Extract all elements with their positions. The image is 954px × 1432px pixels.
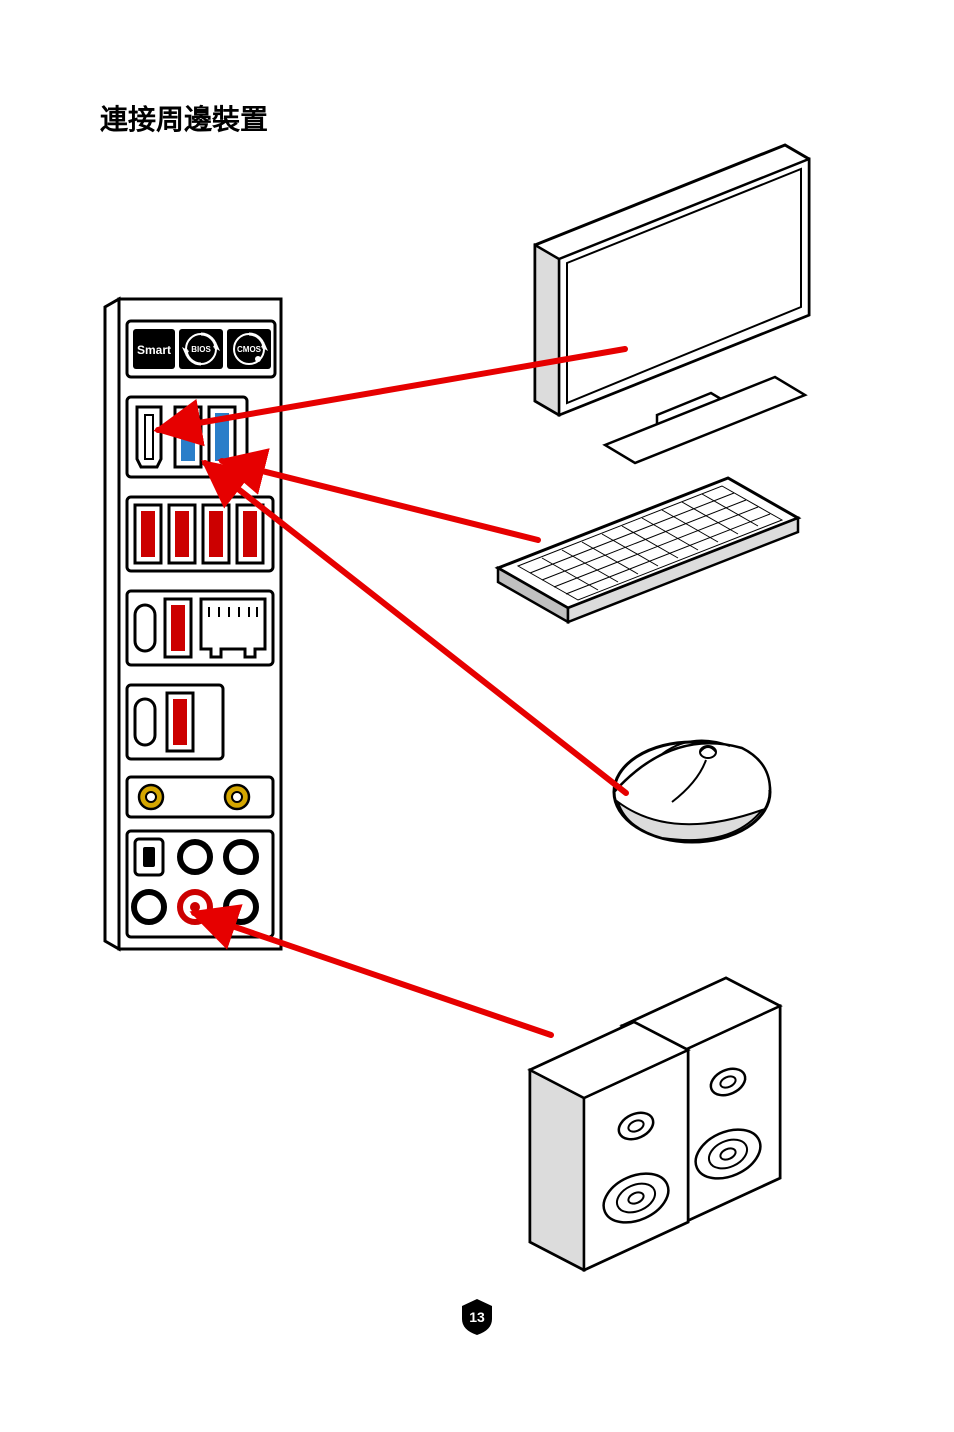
usb-a-red-1-icon [135,505,161,563]
sma-coax-2-icon [225,785,249,809]
hdmi-port-icon [137,407,161,467]
usb-a-red-4-icon [237,505,263,563]
audio-jack-3-icon [134,892,164,922]
diagram-canvas: Smart BIOS CMOS [0,0,954,1432]
lan-port-icon [201,599,265,657]
audio-jack-5-icon [226,892,256,922]
io-backpanel: Smart BIOS CMOS [105,299,281,949]
usb-c-2-icon [135,699,155,745]
keyboard-icon [498,478,798,622]
section-antenna [127,777,273,817]
usb-a-red-5-icon [165,599,191,657]
usb-a-red-2-icon [169,505,195,563]
smart-button-icon: Smart [133,329,175,369]
cmos-button-label: CMOS [237,345,262,354]
mouse-icon [614,741,770,842]
page-number: 13 [460,1298,494,1336]
usb-a-blue-1-icon [175,407,201,467]
usb-a-red-3-icon [203,505,229,563]
usb-c-1-icon [135,605,155,651]
audio-jack-1-icon [180,842,210,872]
sma-coax-1-icon [139,785,163,809]
audio-jack-2-icon [226,842,256,872]
smart-button-label: Smart [137,343,171,357]
speakers-icon [530,978,780,1270]
page-number-badge: 13 [460,1298,494,1336]
bios-button-label: BIOS [191,345,211,354]
cmos-button-icon: CMOS [227,329,271,369]
optical-spdif-icon [135,839,163,875]
monitor-icon [535,145,809,463]
usb-a-red-6-icon [167,693,193,751]
section-top-buttons: Smart BIOS CMOS [127,321,275,377]
bios-button-icon: BIOS [179,329,223,369]
section-audio [127,831,273,937]
section-usbc-usb [127,685,223,759]
section-usb-red-x4 [127,497,273,571]
arrow-speakers-audio [194,913,551,1035]
section-usbc-usb-lan [127,591,273,665]
